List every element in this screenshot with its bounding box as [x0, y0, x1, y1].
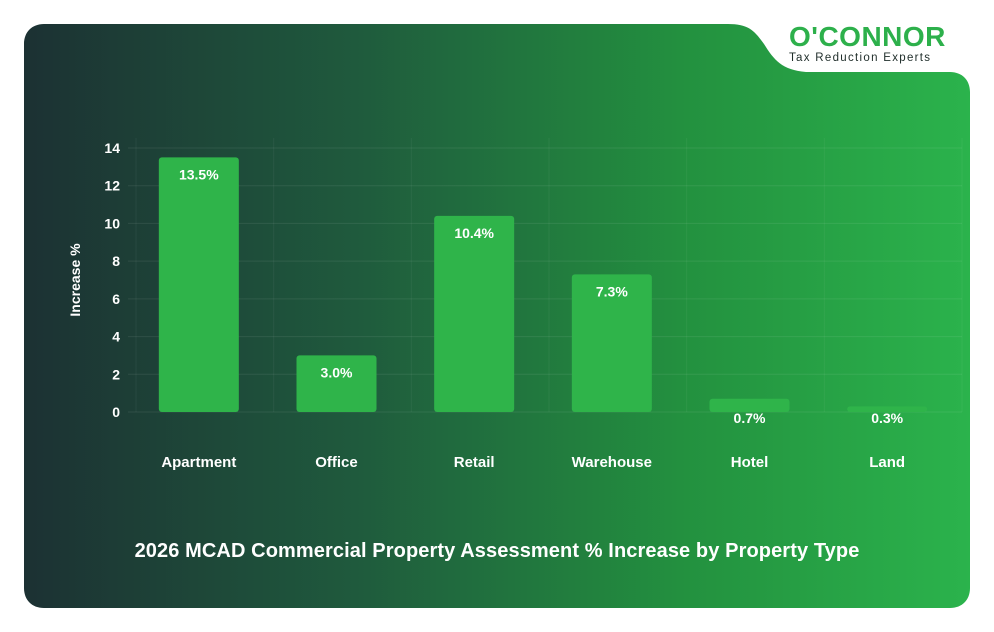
x-tick-label: Apartment: [161, 454, 236, 471]
brand-logo: O'CONNOR Tax Reduction Experts: [789, 21, 974, 65]
x-tick-label: Retail: [454, 454, 495, 471]
bar-warehouse: [571, 274, 652, 412]
y-tick-label: 4: [112, 329, 120, 345]
plot-area: 0 2 4 6 8 10 12 14 Increase % 13.5% Apartment 3.0% O…: [67, 138, 963, 471]
brand-tagline: Tax Reduction Experts: [789, 52, 932, 64]
data-label: 3.0%: [321, 364, 353, 380]
bar-office: [296, 355, 377, 412]
x-tick-label: Hotel: [731, 454, 769, 471]
x-tick-label: Warehouse: [572, 454, 652, 471]
data-label: 7.3%: [596, 283, 628, 299]
data-label: 13.5%: [179, 166, 219, 182]
bar-retail: [434, 215, 515, 412]
brand-name: O'CONNOR: [789, 21, 946, 52]
bar-land: [847, 406, 928, 412]
y-axis-label: Increase %: [67, 243, 83, 317]
x-tick-label: Office: [315, 454, 358, 471]
y-tick-label: 2: [112, 366, 120, 382]
y-tick-label: 12: [104, 178, 120, 194]
data-label: 0.3%: [871, 410, 903, 426]
y-tick-label: 8: [112, 253, 120, 269]
chart-title: 2026 MCAD Commercial Property Assessment…: [134, 540, 860, 562]
data-label: 10.4%: [454, 225, 494, 241]
y-tick-label: 0: [112, 404, 120, 420]
x-tick-label: Land: [869, 454, 905, 471]
y-tick-label: 14: [104, 140, 120, 156]
data-label: 0.7%: [734, 410, 766, 426]
y-tick-label: 10: [104, 215, 120, 231]
bar-apartment: [158, 157, 239, 412]
bar-hotel: [709, 398, 790, 412]
y-tick-label: 6: [112, 291, 120, 307]
